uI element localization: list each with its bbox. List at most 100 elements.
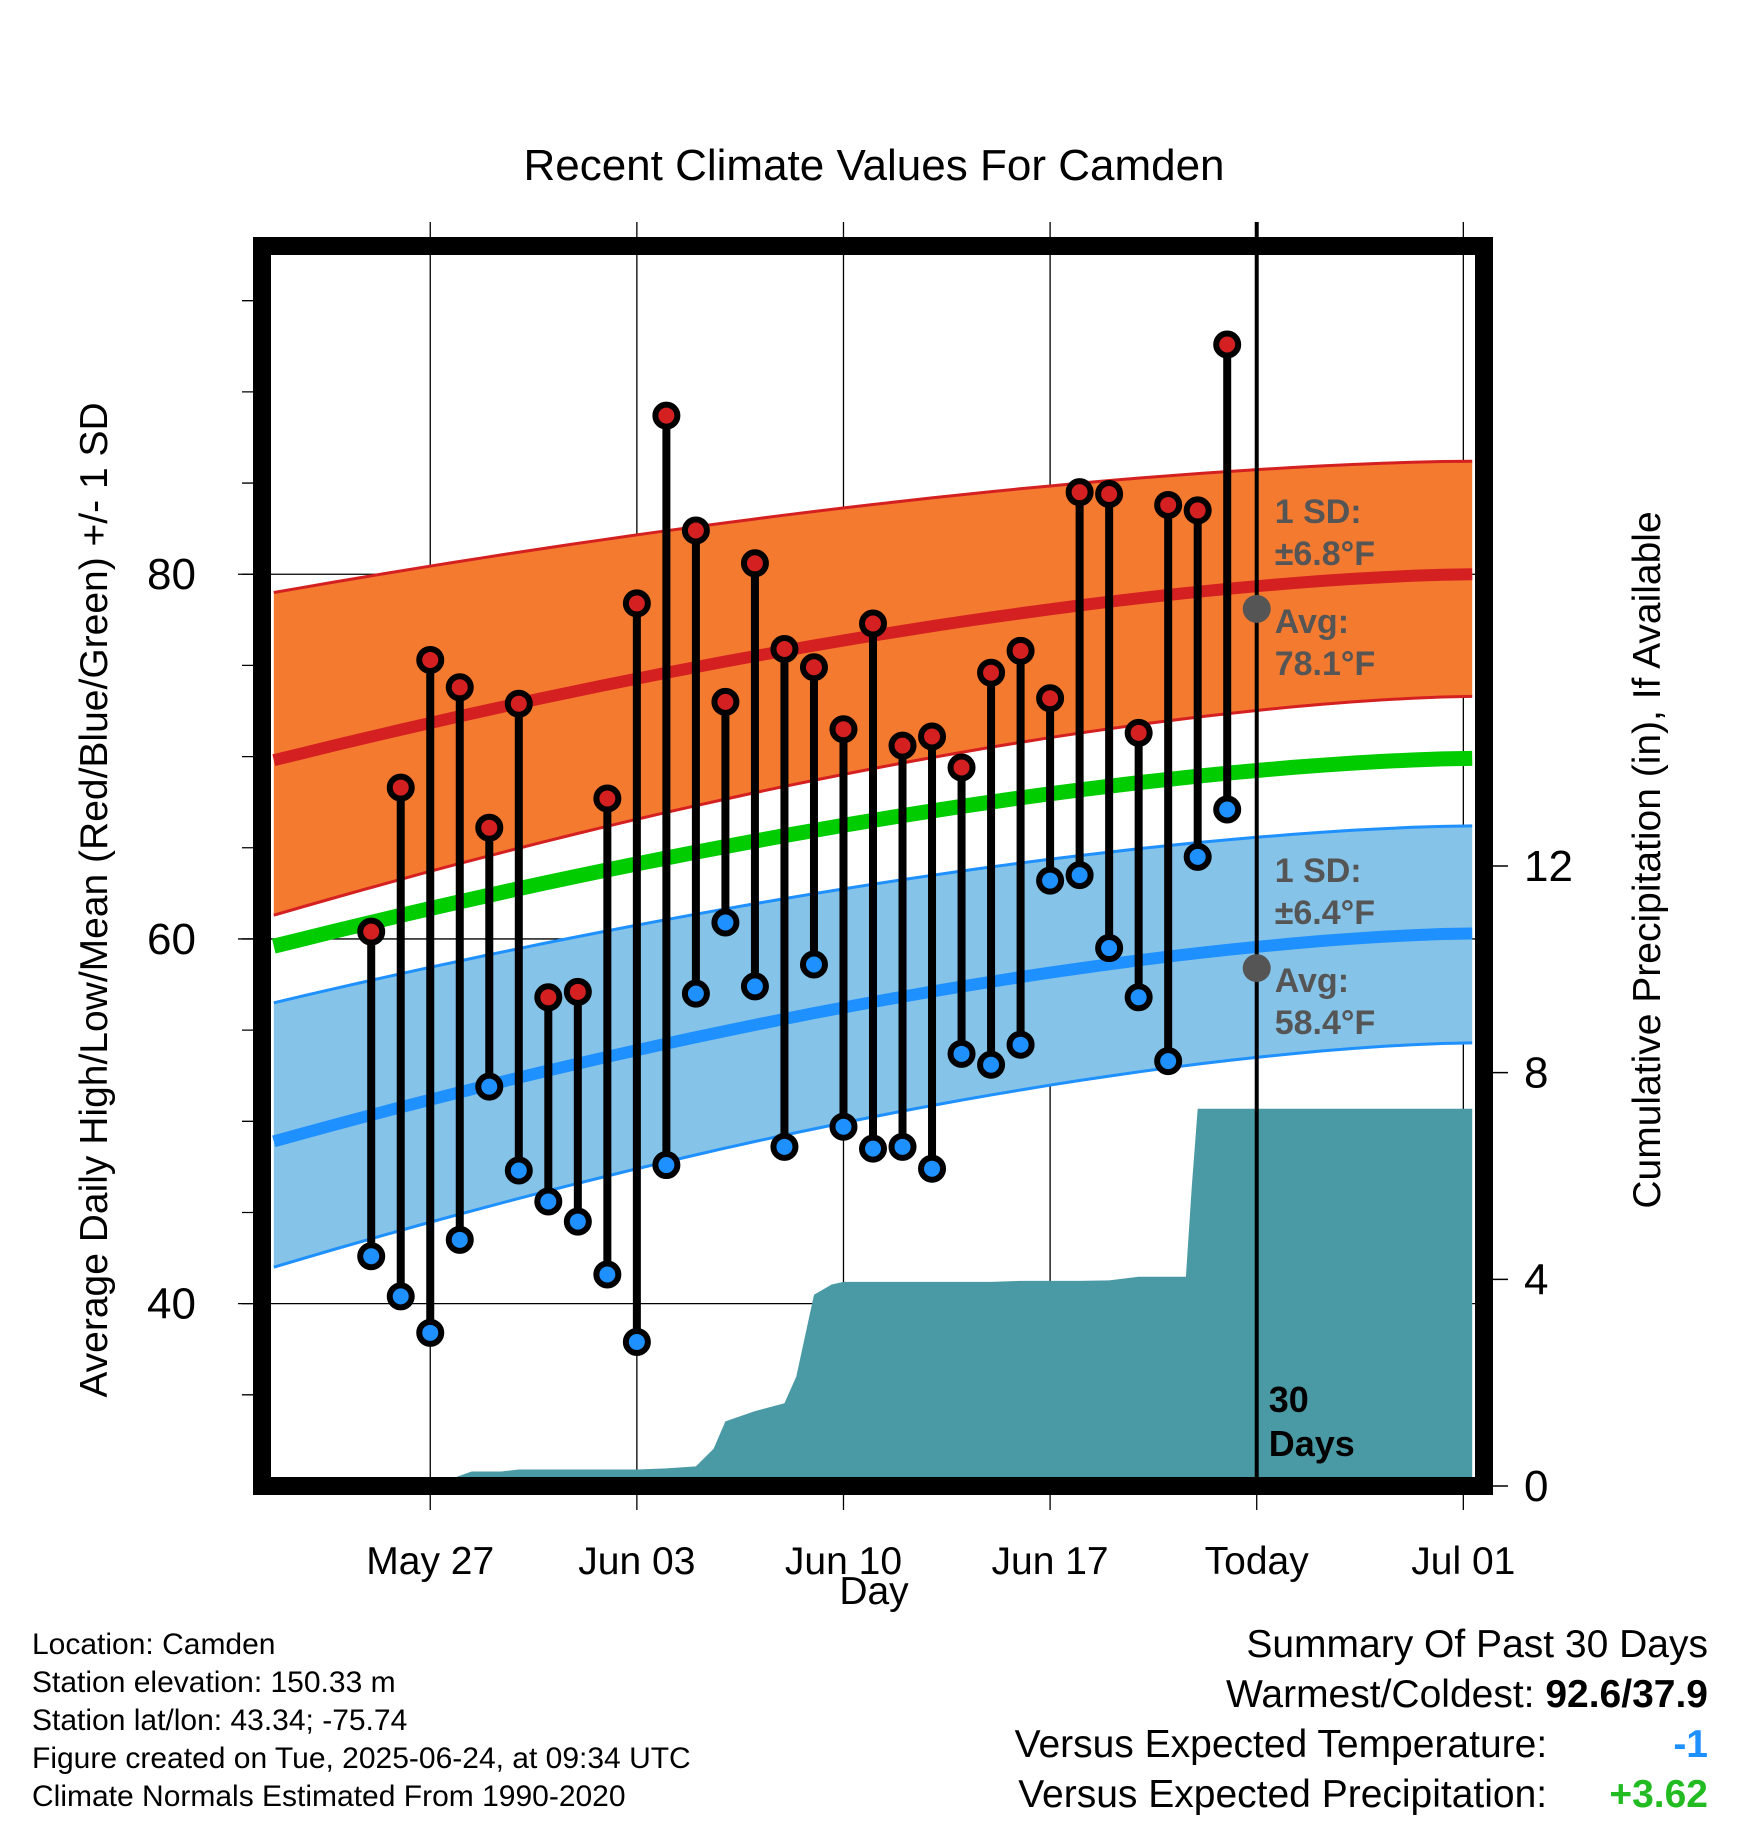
- y-axis-label: Average Daily High/Low/Mean (Red/Blue/Gr…: [73, 402, 116, 1397]
- low-marker: [947, 1039, 976, 1068]
- low-marker: [416, 1318, 445, 1347]
- warm-cold-label: Warmest/Coldest:: [1226, 1673, 1535, 1716]
- high-band-top-edge: [273, 459, 1473, 594]
- latlon-text: Station lat/lon: 43.34; -75.74: [32, 1704, 408, 1737]
- temp-value: -1: [1673, 1723, 1708, 1766]
- low-marker: [888, 1132, 917, 1161]
- y-tick-label: 60: [147, 915, 196, 964]
- sd-value: ±6.8°F: [1275, 535, 1375, 573]
- low-marker: [652, 1151, 681, 1180]
- y2-axis-label: Cumulative Precipitation (in), If Availa…: [1626, 511, 1669, 1208]
- high-marker: [445, 673, 474, 702]
- high-marker: [416, 645, 445, 674]
- sd-label: 1 SD:: [1275, 493, 1362, 531]
- high-marker: [740, 549, 769, 578]
- y2-tick-label: 0: [1524, 1462, 1548, 1511]
- climate-chart: Recent Climate Values For Camden 1 SD: ±6…: [73, 141, 1669, 1613]
- high-marker: [1036, 684, 1065, 713]
- high-marker: [593, 784, 622, 813]
- high-marker: [977, 658, 1006, 687]
- y2-tick-label: 4: [1524, 1255, 1548, 1304]
- days-count-label: 30: [1269, 1379, 1309, 1420]
- low-marker: [386, 1282, 415, 1311]
- y2-tick-label: 12: [1524, 842, 1573, 891]
- high-marker: [475, 813, 504, 842]
- high-marker: [859, 609, 887, 638]
- warm-cold-row: Warmest/Coldest: 92.6/37.9: [1015, 1670, 1708, 1720]
- low-marker: [740, 972, 769, 1001]
- x-tick-label: May 27: [366, 1540, 494, 1583]
- low-marker: [1065, 861, 1094, 890]
- high-marker: [1006, 636, 1035, 665]
- low-marker: [593, 1260, 622, 1289]
- summary-title: Summary Of Past 30 Days: [1246, 1623, 1708, 1666]
- high-marker: [652, 401, 681, 430]
- high-marker: [1095, 480, 1124, 508]
- high-marker: [563, 977, 592, 1006]
- x-tick-label: Jun 17: [992, 1540, 1109, 1583]
- high-marker: [534, 983, 563, 1012]
- low-marker: [504, 1156, 533, 1185]
- y-tick-label: 40: [147, 1280, 196, 1329]
- high-marker: [770, 635, 799, 663]
- precipitation-area: [273, 1108, 1473, 1486]
- low-marker: [445, 1225, 474, 1254]
- precip-label: Versus Expected Precipitation:: [1018, 1773, 1548, 1816]
- avg-value: 78.1°F: [1275, 645, 1376, 683]
- low-marker: [1124, 983, 1153, 1012]
- x-tick-label: Jun 03: [578, 1540, 695, 1583]
- low-marker: [534, 1187, 563, 1216]
- low-marker: [829, 1112, 858, 1141]
- days-unit-label: Days: [1269, 1423, 1355, 1464]
- high-marker: [1213, 330, 1242, 359]
- precip-row: Versus Expected Precipitation: +3.62: [1015, 1770, 1708, 1820]
- high-marker: [504, 689, 533, 718]
- avg-value: 58.4°F: [1275, 1004, 1376, 1042]
- precip-value: +3.62: [1609, 1773, 1708, 1816]
- elevation-text: Station elevation: 150.33 m: [32, 1666, 396, 1699]
- chart-title: Recent Climate Values For Camden: [523, 141, 1224, 190]
- low-marker: [977, 1050, 1006, 1079]
- x-tick-label: Jun 10: [785, 1540, 902, 1583]
- station-info: Location: Camden Station elevation: 150.…: [32, 1626, 691, 1816]
- high-marker: [711, 687, 740, 716]
- low-marker: [711, 908, 740, 937]
- low-marker: [1213, 795, 1242, 824]
- low-marker: [1183, 842, 1212, 871]
- high-marker: [1183, 496, 1212, 525]
- low-marker: [357, 1242, 386, 1271]
- avg-label: Avg:: [1275, 962, 1349, 1000]
- x-tick-label: Jul 01: [1411, 1540, 1515, 1583]
- sd-value: ±6.4°F: [1275, 894, 1375, 932]
- high-marker: [386, 773, 415, 802]
- low-marker: [563, 1207, 592, 1236]
- low-marker: [859, 1134, 887, 1163]
- high-marker: [918, 722, 947, 751]
- low-marker: [1095, 934, 1124, 963]
- summary-panel: Summary Of Past 30 Days Warmest/Coldest:…: [1015, 1620, 1708, 1820]
- x-axis-label: Day: [839, 1570, 909, 1613]
- low-marker: [799, 950, 828, 979]
- high-marker: [622, 589, 651, 618]
- warm-cold-value: 92.6/37.9: [1545, 1673, 1708, 1716]
- location-text: Location: Camden: [32, 1628, 276, 1661]
- high-marker: [1065, 478, 1094, 507]
- high-marker: [1124, 718, 1153, 747]
- normal-avg-marker: [1242, 594, 1271, 623]
- low-marker: [1036, 866, 1065, 895]
- low-marker: [1154, 1047, 1183, 1076]
- high-marker: [357, 917, 386, 946]
- created-text: Figure created on Tue, 2025-06-24, at 09…: [32, 1742, 691, 1775]
- high-marker: [829, 715, 858, 744]
- low-marker: [681, 979, 710, 1008]
- avg-label: Avg:: [1275, 603, 1349, 641]
- low-marker: [475, 1072, 504, 1101]
- temp-row: Versus Expected Temperature: -1: [1015, 1720, 1708, 1770]
- normals-text: Climate Normals Estimated From 1990-2020: [32, 1780, 626, 1813]
- plot-area: 1 SD: ±6.8°F Avg: 78.1°F 1 SD: ±6.4°F Avg: 58.4…: [147, 222, 1573, 1583]
- temp-label: Versus Expected Temperature:: [1014, 1723, 1548, 1766]
- low-marker: [918, 1154, 947, 1183]
- low-marker: [622, 1327, 651, 1356]
- high-marker: [947, 753, 976, 782]
- normal-avg-marker: [1242, 954, 1271, 983]
